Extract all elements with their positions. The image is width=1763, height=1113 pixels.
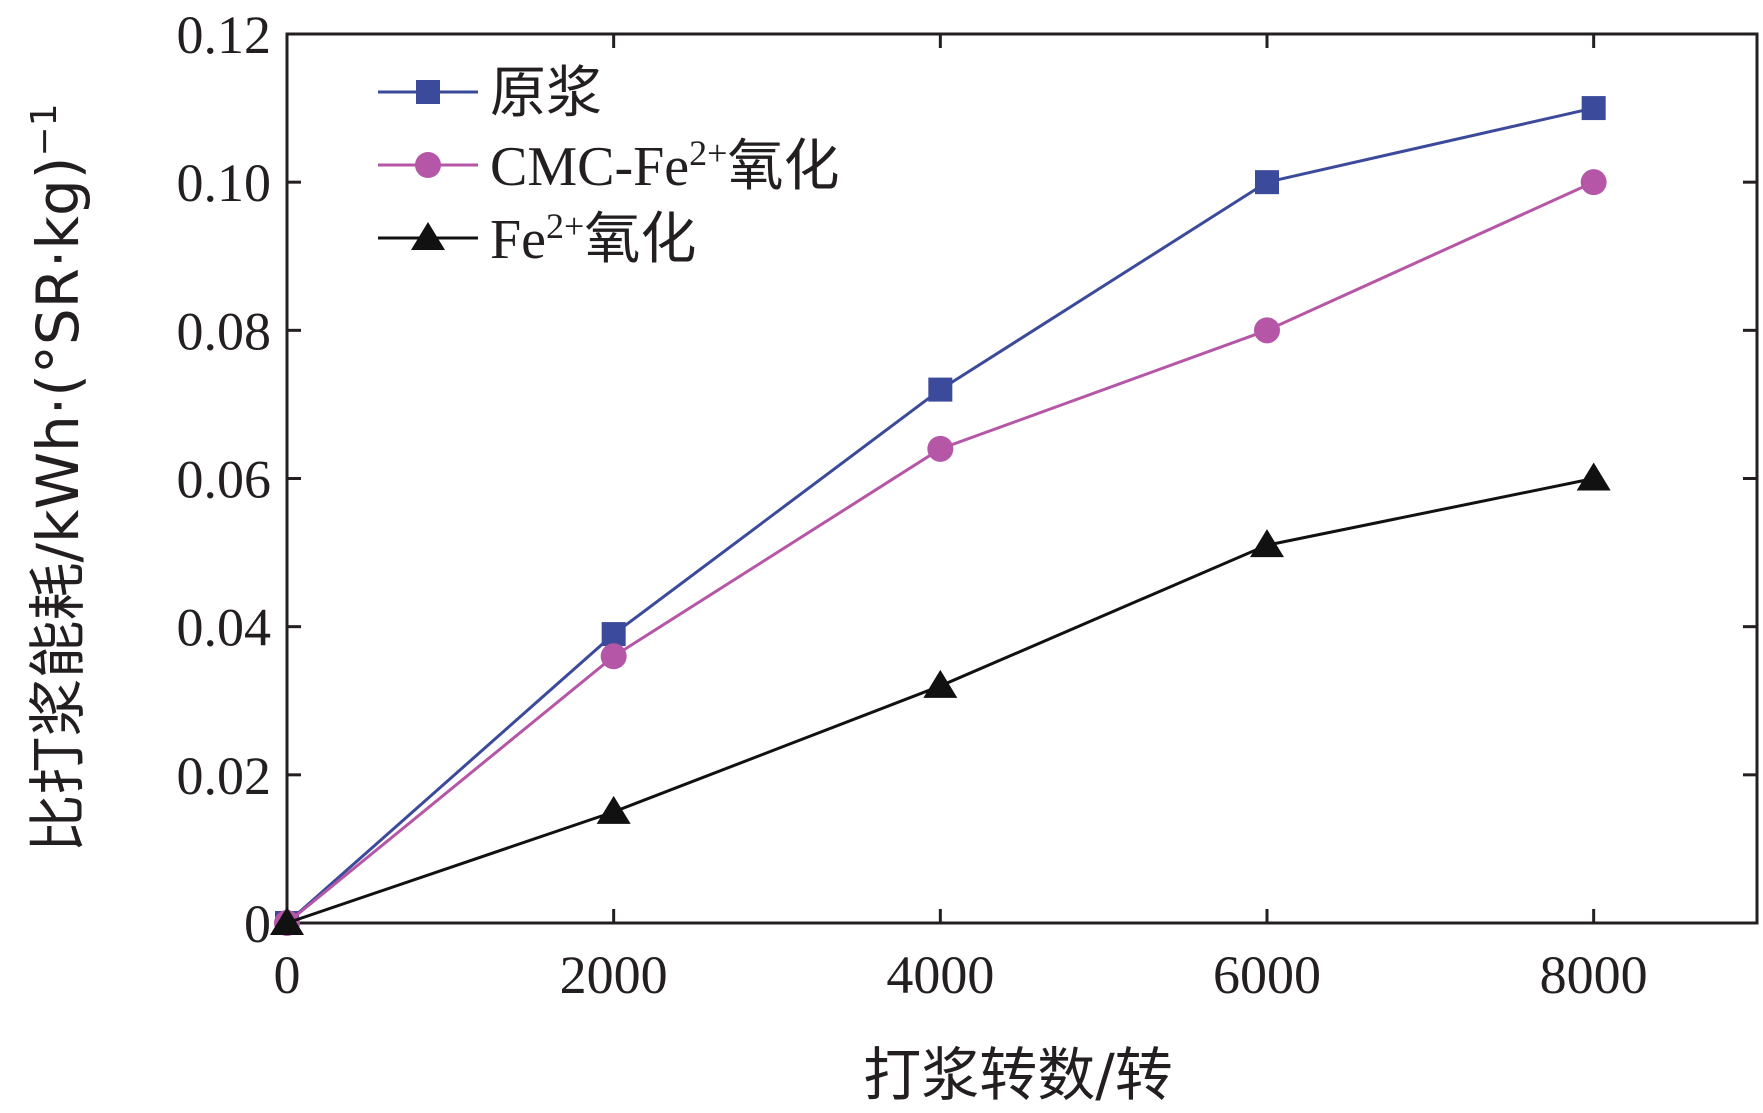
series-1	[275, 96, 1606, 935]
x-axis-title: 打浆转数/转	[863, 1041, 1173, 1109]
data-point-square	[601, 622, 626, 647]
legend-item: Fe2+氧化	[378, 206, 696, 271]
series-3	[270, 462, 1611, 935]
legend-label-sup: 2+	[689, 133, 727, 173]
data-point-circle	[1254, 317, 1280, 344]
y-tick-label: 0.04	[177, 598, 272, 658]
legend-label: Fe2+氧化	[490, 206, 696, 271]
series-line	[286, 106, 1594, 925]
y-tick-label: 0.12	[177, 5, 272, 65]
legend-label-tail: 氧化	[727, 136, 839, 198]
y-tick-label: 0.06	[177, 450, 272, 510]
x-tick-label: 6000	[1213, 945, 1321, 1005]
x-tick-label: 4000	[886, 945, 994, 1005]
data-point-triangle	[923, 669, 958, 698]
data-point-square	[1255, 170, 1279, 195]
legend-label-sup: 2+	[546, 206, 584, 246]
y-tick-label: 0.10	[177, 153, 272, 213]
legend-item: CMC-Fe2+氧化	[378, 133, 839, 198]
y-axis-title-sup: −1	[24, 104, 65, 157]
data-point-square	[1581, 96, 1606, 121]
legend-item: 原浆	[378, 63, 602, 125]
y-tick-label: 0.08	[177, 301, 272, 361]
x-tick-label: 0	[274, 945, 301, 1005]
legend-marker	[415, 152, 441, 178]
y-axis-title-main: 比打浆能耗/kWh·(°SR·kg)	[24, 157, 92, 853]
data-point-circle	[927, 435, 954, 462]
x-axis-ticks: 0 2000 4000 6000 8000	[274, 34, 1648, 1005]
data-point-circle	[1580, 169, 1607, 196]
data-point-square	[928, 377, 953, 402]
series-2	[274, 169, 1607, 936]
legend-label-main: Fe	[490, 209, 546, 271]
series-layer	[270, 96, 1611, 936]
legend-label-main: CMC-Fe	[490, 136, 689, 198]
legend-label: CMC-Fe2+氧化	[490, 133, 839, 198]
data-point-triangle	[1576, 462, 1611, 491]
series-line	[286, 477, 1594, 925]
legend-label-main: 原浆	[490, 63, 602, 125]
legend-label-tail: 氧化	[584, 209, 696, 271]
data-point-triangle	[270, 907, 304, 935]
y-tick-label: 0	[244, 894, 271, 954]
y-axis-title: 比打浆能耗/kWh·(°SR·kg)−1	[24, 104, 92, 853]
x-tick-label: 2000	[560, 945, 668, 1005]
x-tick-label: 8000	[1540, 945, 1648, 1005]
data-point-triangle	[596, 795, 631, 824]
y-tick-label: 0.02	[177, 746, 272, 806]
series-line	[286, 180, 1595, 925]
y-axis-ticks: 0 0.02 0.04 0.06 0.08 0.10 0.12	[177, 5, 1757, 954]
data-point-triangle	[1250, 529, 1284, 558]
legend-label: 原浆	[490, 63, 602, 125]
legend-marker	[416, 80, 440, 104]
legend-marker	[411, 222, 445, 250]
data-point-circle	[600, 643, 627, 670]
